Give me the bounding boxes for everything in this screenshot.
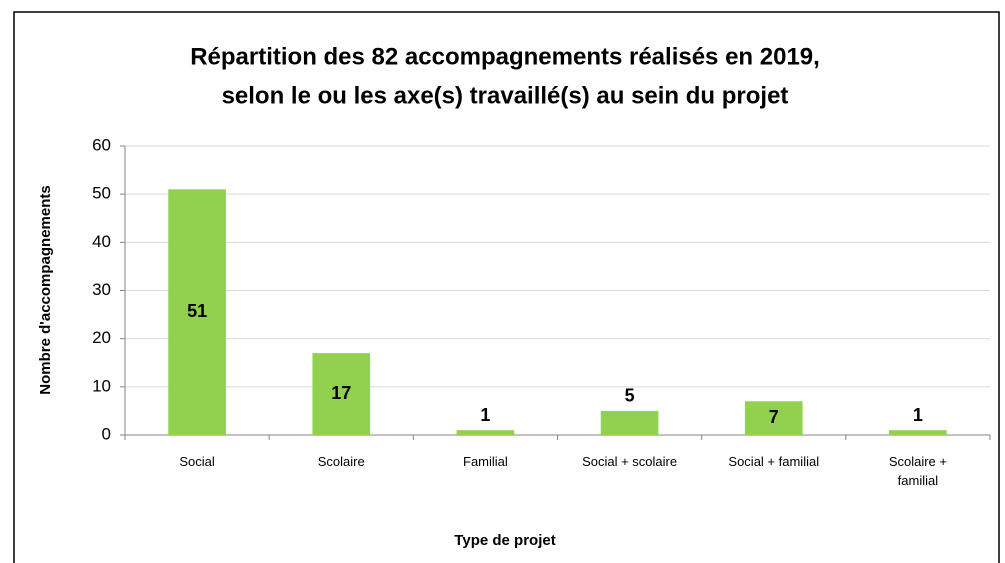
- x-tick-label: Scolaire + familial: [888, 454, 947, 488]
- chart-title: selon le ou les axe(s) travaillé(s) au s…: [222, 82, 789, 109]
- data-label: 5: [625, 386, 635, 406]
- data-label: 7: [769, 407, 779, 427]
- y-tick-label: 50: [92, 184, 111, 203]
- y-tick-label: 30: [92, 280, 111, 299]
- bar: [744, 401, 803, 435]
- data-label: 1: [913, 405, 923, 425]
- y-tick-label: 60: [92, 135, 111, 154]
- y-tick-label: 10: [92, 376, 111, 395]
- y-axis-title: Nombre d'accompagnements: [37, 185, 54, 394]
- x-tick-label: Social + scolaire: [582, 454, 678, 469]
- bar: [889, 430, 947, 435]
- y-tick-label: 20: [92, 328, 111, 347]
- y-tick-label: 0: [102, 424, 111, 443]
- x-axis-title: Type de projet: [454, 532, 555, 549]
- data-label: 17: [331, 383, 351, 403]
- chart-title: Répartition des 82 accompagnements réali…: [190, 43, 820, 70]
- x-tick-label: Social + familial: [728, 454, 820, 469]
- x-tick-label: Scolaire: [317, 454, 365, 469]
- y-tick-label: 40: [92, 232, 111, 251]
- bar: [456, 430, 515, 435]
- bar: [312, 353, 371, 435]
- data-label: 51: [187, 301, 207, 321]
- bar: [168, 189, 226, 435]
- x-tick-label: Familial: [463, 454, 508, 469]
- x-tick-label: Social: [179, 454, 215, 469]
- bar: [600, 410, 659, 435]
- data-label: 1: [480, 405, 490, 425]
